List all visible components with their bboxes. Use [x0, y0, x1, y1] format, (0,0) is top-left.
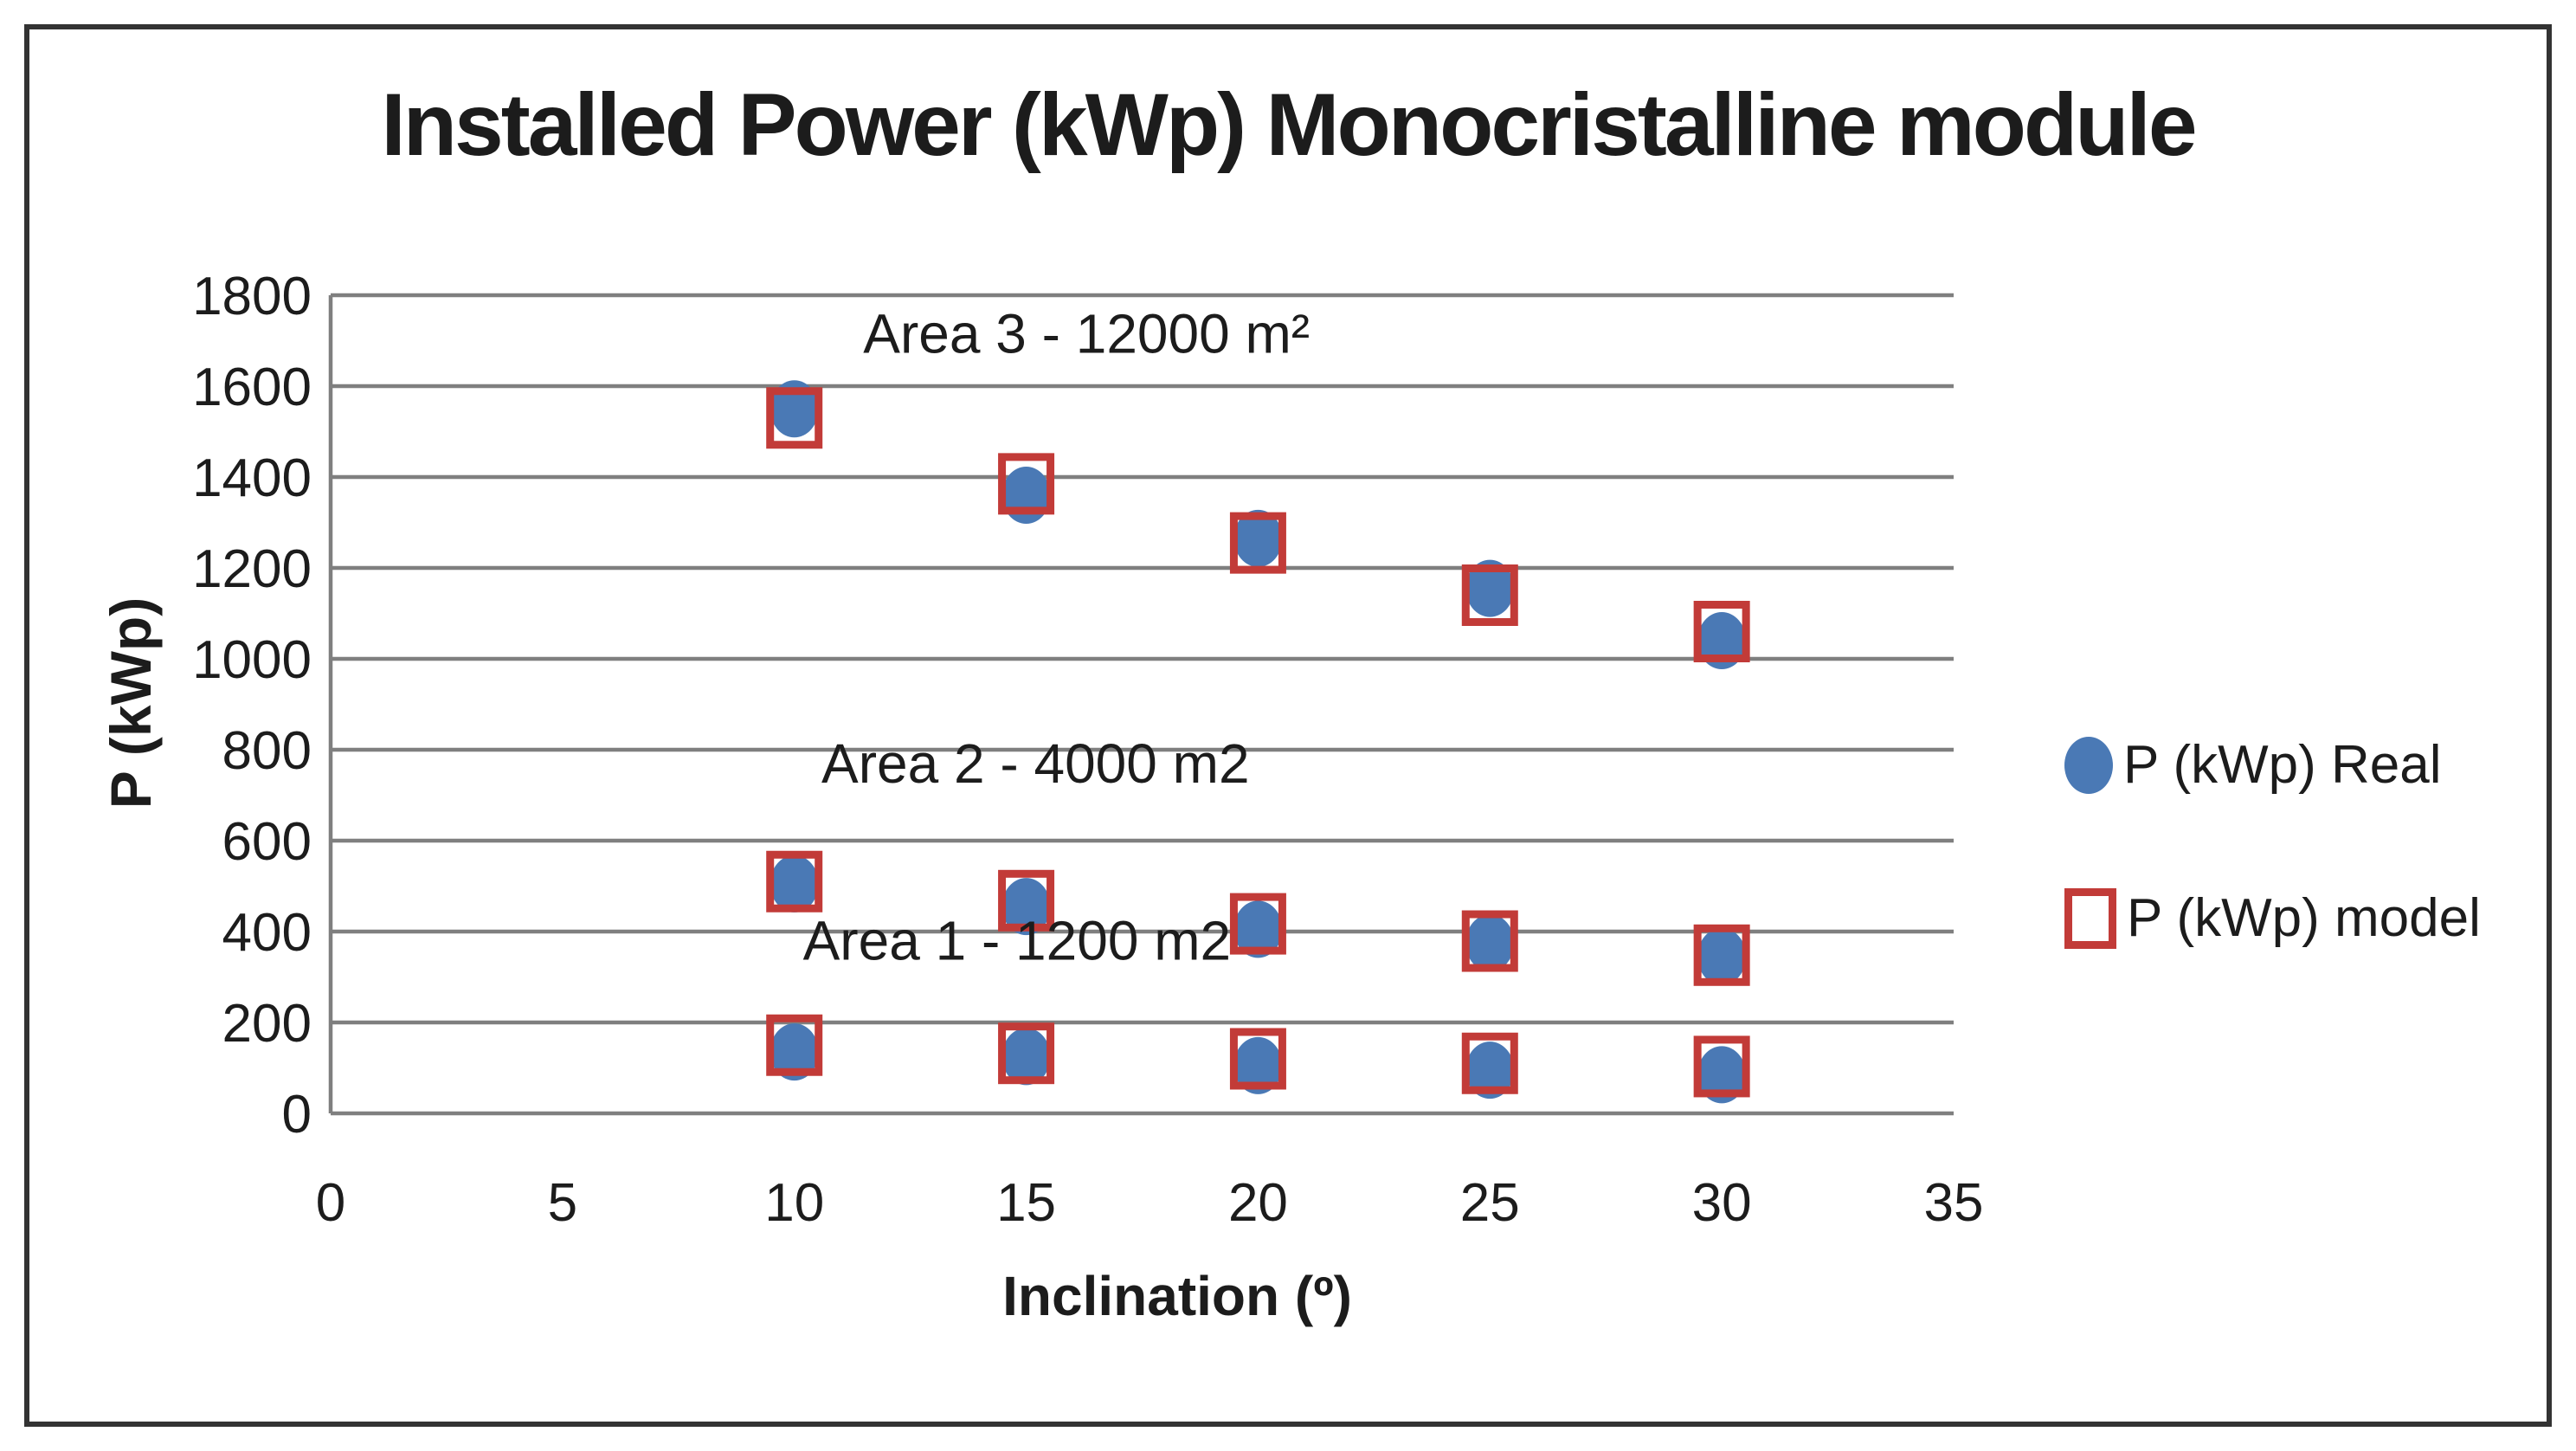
data-point-model	[766, 850, 823, 913]
y-tick-label: 1600	[192, 358, 312, 417]
x-axis-title: Inclination (º)	[1002, 1265, 1352, 1327]
x-tick-label: 5	[548, 1173, 577, 1233]
data-point-real	[1697, 927, 1747, 985]
data-point-model	[1461, 1032, 1518, 1094]
real-series-marker-icon	[2064, 737, 2113, 795]
y-tick-label: 0	[282, 1085, 312, 1145]
data-point-real	[1465, 1041, 1515, 1100]
y-tick-label: 800	[222, 721, 312, 781]
data-point-real	[1465, 914, 1515, 972]
y-tick-label: 600	[222, 812, 312, 872]
data-point-model	[998, 1022, 1055, 1085]
data-point-model	[1229, 1028, 1286, 1090]
cluster-annotation: Area 1 - 1200 m2	[803, 910, 1232, 972]
model-series-marker-icon	[2064, 888, 2116, 950]
data-point-real	[1233, 900, 1283, 958]
data-point-model	[1229, 512, 1286, 574]
legend-label-model: P (kWp) model	[2127, 888, 2481, 949]
y-tick-label: 1200	[192, 539, 312, 599]
data-point-model	[998, 453, 1055, 515]
data-point-real	[1233, 509, 1283, 567]
data-point-model	[766, 387, 823, 449]
x-tick-label: 25	[1460, 1173, 1520, 1233]
x-tick-label: 20	[1228, 1173, 1288, 1233]
legend-item-real: P (kWp) Real	[2064, 735, 2481, 795]
data-point-real	[770, 854, 819, 913]
data-point-model	[1229, 893, 1286, 955]
data-point-real	[1001, 1028, 1051, 1086]
data-point-model	[1461, 564, 1518, 626]
y-tick-label: 1400	[192, 448, 312, 508]
x-tick-label: 15	[996, 1173, 1056, 1233]
cluster-annotation: Area 2 - 4000 m2	[821, 732, 1250, 795]
y-tick-label: 400	[222, 903, 312, 963]
data-point-model	[1693, 601, 1750, 662]
data-point-model	[1693, 924, 1750, 986]
legend: P (kWp) Real P (kWp) model	[2064, 735, 2481, 950]
x-tick-label: 10	[764, 1173, 824, 1233]
data-point-model	[998, 869, 1055, 932]
y-tick-label: 1800	[192, 267, 312, 326]
data-point-model	[1461, 910, 1518, 972]
data-point-real	[1001, 467, 1051, 524]
data-point-model	[766, 1014, 823, 1076]
data-point-model	[1693, 1035, 1750, 1098]
legend-item-model: P (kWp) model	[2064, 888, 2481, 950]
y-tick-label: 1000	[192, 630, 312, 690]
cluster-annotation: Area 3 - 12000 m²	[863, 303, 1310, 365]
legend-label-real: P (kWp) Real	[2123, 735, 2442, 795]
data-point-real	[1465, 559, 1515, 617]
y-tick-label: 200	[222, 994, 312, 1054]
data-point-real	[770, 1023, 819, 1081]
y-axis-title: P (kWp)	[99, 597, 163, 809]
data-point-real	[1233, 1036, 1283, 1094]
data-point-real	[1001, 878, 1051, 936]
x-tick-label: 30	[1692, 1173, 1752, 1233]
data-point-real	[1697, 1046, 1747, 1104]
x-tick-label: 0	[316, 1173, 345, 1233]
x-tick-label: 35	[1924, 1173, 1984, 1233]
chart-title: Installed Power (kWp) Monocristalline mo…	[381, 75, 2197, 174]
